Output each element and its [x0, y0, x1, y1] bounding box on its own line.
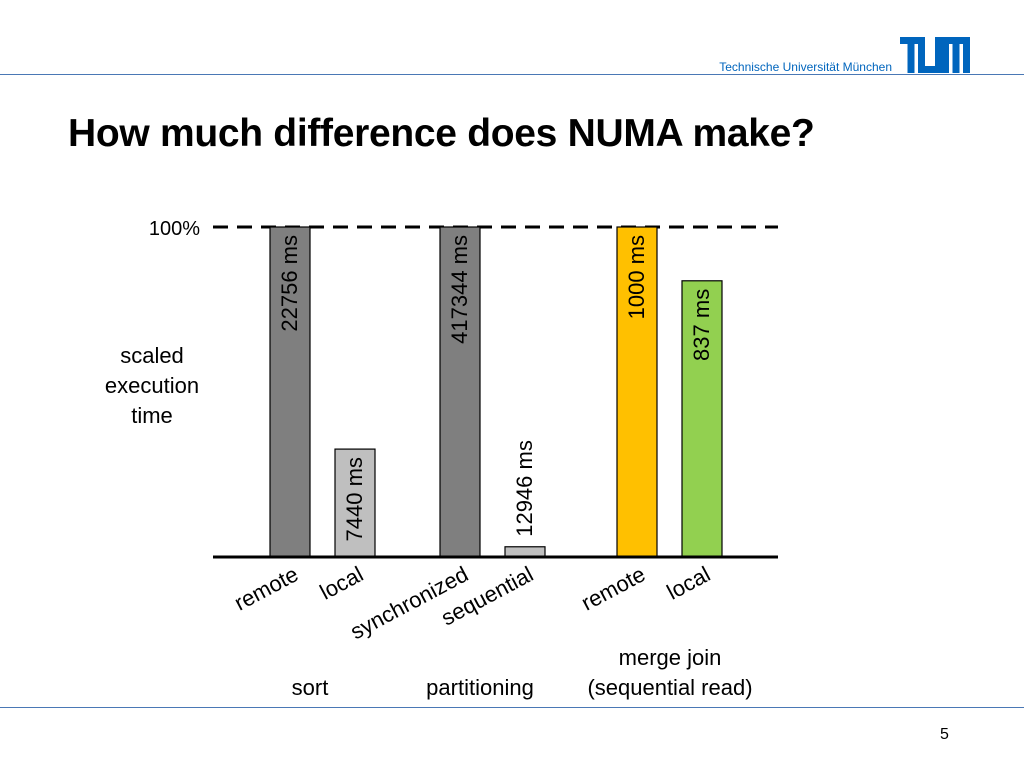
category-label: local: [316, 561, 368, 604]
value-label: 7440 ms: [342, 457, 367, 541]
footer-rule: [0, 707, 1024, 708]
header-rule: [0, 74, 1024, 75]
category-label: remote: [577, 561, 649, 615]
category-label: local: [663, 561, 715, 604]
group-label: merge join (sequential read): [587, 645, 752, 700]
bar-merge-join-local: [681, 280, 723, 558]
bar-sort-local: [334, 448, 376, 558]
value-label: 837 ms: [689, 289, 714, 361]
value-label: 417344 ms: [447, 235, 472, 344]
group-label: sort: [292, 675, 329, 700]
reference-line-label: 100%: [149, 218, 200, 240]
group-label: partitioning: [426, 675, 534, 700]
bar-merge-join-remote: [616, 226, 658, 558]
tum-logo: [900, 37, 970, 73]
page-number: 5: [940, 726, 949, 743]
slide-title: How much difference does NUMA make?: [68, 112, 815, 155]
bar-partitioning-synchronized: [439, 226, 481, 558]
bar-partitioning-sequential: [504, 546, 546, 558]
category-label: remote: [230, 561, 302, 615]
value-label: 22756 ms: [277, 235, 302, 332]
header-institution: Technische Universität München: [719, 60, 892, 74]
value-label: 12946 ms: [512, 440, 537, 537]
value-label: 1000 ms: [624, 235, 649, 319]
y-axis-label: scaled execution time: [105, 343, 199, 428]
